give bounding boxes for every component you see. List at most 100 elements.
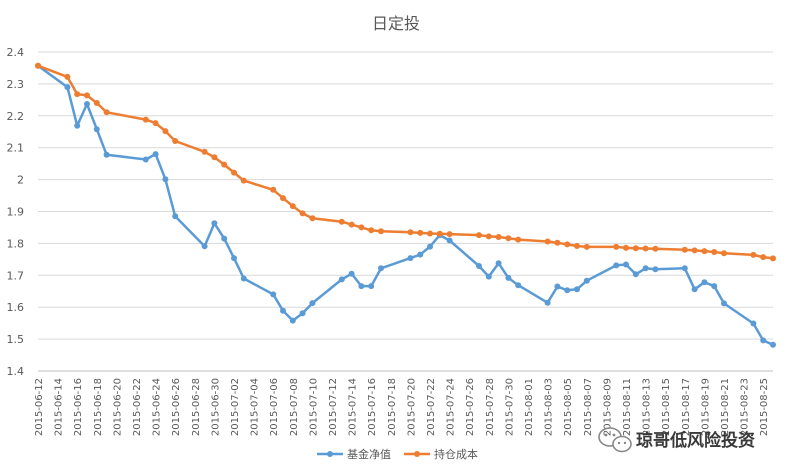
data-point [701,279,708,286]
data-point [701,248,708,255]
data-point [64,84,71,91]
data-point [642,265,649,272]
data-point [770,255,776,262]
x-tick-label: 2015-08-17 [681,378,692,436]
data-point [309,300,316,307]
data-point [583,243,590,250]
data-point [407,229,414,236]
x-tick-label: 2015-06-18 [93,378,104,436]
x-tick-label: 2015-08-11 [622,378,633,436]
data-point [583,277,590,284]
data-point [760,337,767,344]
y-tick-label: 2 [17,174,24,187]
data-point [436,230,443,237]
data-point [495,260,502,267]
x-tick-label: 2015-07-24 [446,378,457,436]
x-tick-label: 2015-07-26 [465,378,476,436]
x-tick-label: 2015-06-24 [152,378,163,436]
x-tick-label: 2015-07-12 [328,378,339,436]
data-point [299,310,306,317]
data-point [240,275,247,282]
data-point [407,255,414,262]
data-point [221,235,228,242]
data-point [476,232,482,239]
data-point [505,235,512,242]
y-tick-label: 1.9 [7,206,25,219]
x-tick-label: 2015-07-30 [504,378,515,436]
data-point [750,251,757,258]
data-point [211,154,218,161]
grid [38,51,773,372]
x-tick-label: 2015-08-09 [602,378,613,436]
data-point [564,287,571,294]
data-point [142,156,149,163]
data-point [338,276,345,283]
watermark-text: 琼哥低风险投资 [636,430,755,451]
data-point [35,62,41,69]
data-point [574,286,580,293]
data-point [64,73,71,80]
data-point [681,246,688,253]
data-point [172,213,179,220]
x-tick-label: 2015-07-28 [485,378,496,436]
x-tick-label: 2015-08-15 [661,378,672,436]
series-cost [35,62,776,262]
data-point [368,227,375,234]
data-point [485,233,492,240]
data-point [691,286,698,293]
data-point [152,120,159,127]
watermark: 琼哥低风险投资 [598,427,755,453]
x-tick-label: 2015-07-22 [426,378,437,436]
data-point [280,195,286,202]
y-tick-label: 2.1 [7,142,25,155]
data-point [770,341,776,348]
data-point [309,215,316,222]
data-point [505,274,512,281]
data-point [427,230,433,237]
x-tick-label: 2015-07-08 [289,378,300,436]
x-tick-label: 2015-08-19 [700,378,711,436]
x-tick-label: 2015-08-21 [720,378,731,436]
x-tick-label: 2015-08-05 [563,378,574,436]
data-point [270,291,277,298]
x-tick-label: 2015-07-04 [250,378,261,436]
data-point [221,161,228,168]
data-point [84,92,90,99]
x-tick-label: 2015-06-28 [191,378,202,436]
data-point [103,109,110,116]
data-point [623,244,629,251]
data-point [642,245,649,252]
data-point [280,307,286,314]
data-point [93,100,100,106]
x-tick-label: 2015-07-18 [387,378,398,436]
data-point [240,177,247,184]
data-point [152,151,159,158]
data-point [446,231,453,238]
data-point [378,228,384,235]
data-point [358,283,365,290]
data-point [74,122,81,129]
series-line-nav [37,64,774,346]
series-layer [35,62,776,348]
data-point [142,116,149,123]
y-tick-label: 1.8 [7,237,25,250]
data-point [652,266,659,273]
data-point [74,91,81,98]
x-tick-label: 2015-06-12 [34,378,45,436]
data-point [368,283,375,290]
data-point [476,263,482,269]
data-point [632,245,639,252]
data-point [417,229,424,236]
series-nav [35,62,776,348]
data-point [358,224,365,231]
y-tick-label: 1.6 [7,301,25,314]
data-point [632,271,639,278]
y-axis-ticks: 1.4 1.5 1.6 1.7 1.8 1.9 2 2.1 2.2 2.3 2.4 [7,46,25,378]
x-tick-label: 2015-08-23 [740,378,751,436]
data-point [721,300,727,307]
y-tick-label: 2.4 [7,46,25,59]
x-tick-label: 2015-06-16 [73,378,84,436]
data-point [544,238,551,245]
data-point [270,186,277,193]
